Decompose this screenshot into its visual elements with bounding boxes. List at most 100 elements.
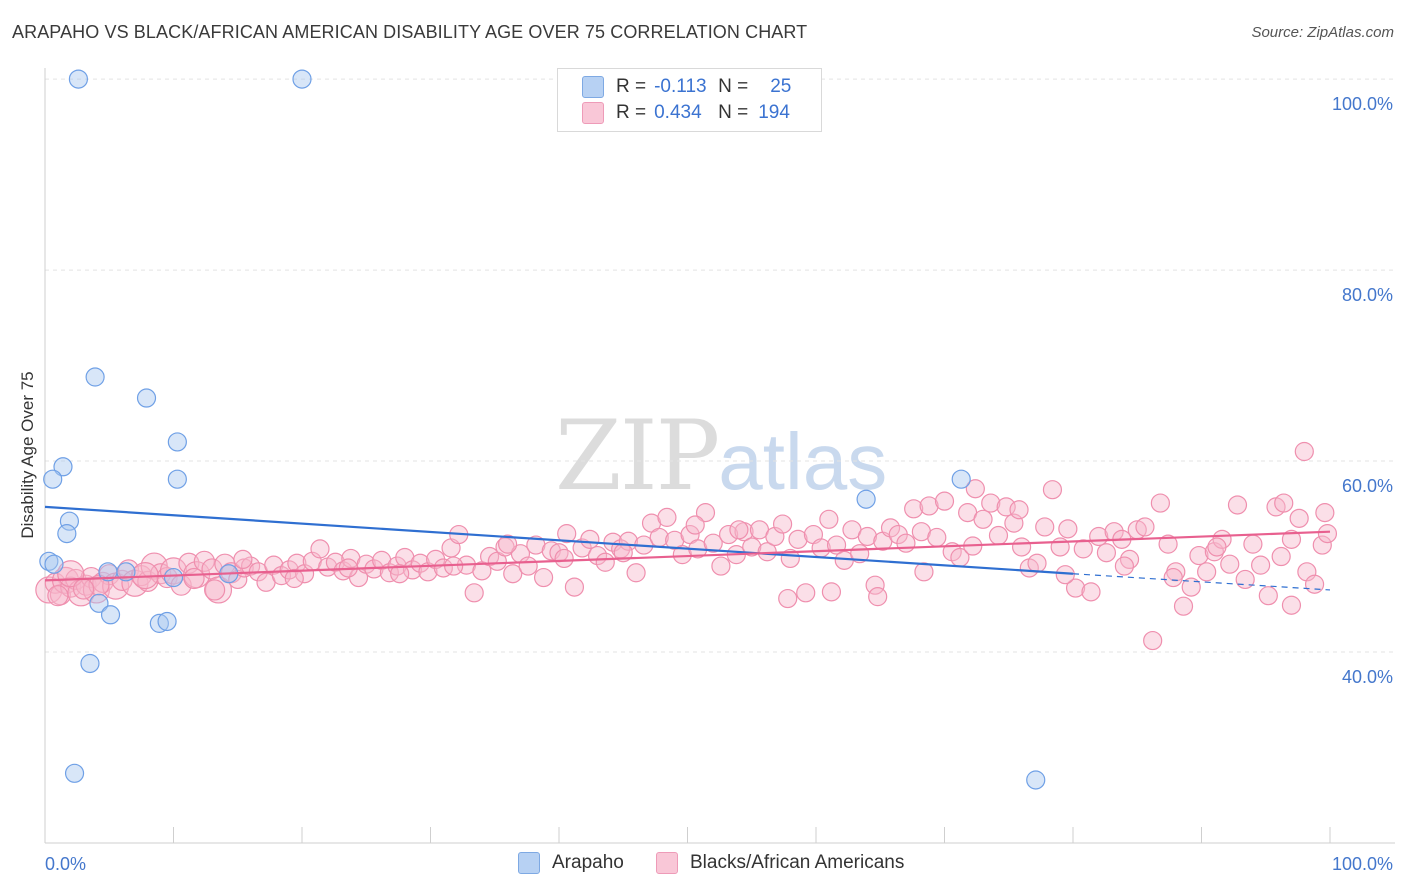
series-legend-label: Arapaho — [552, 852, 624, 873]
blacks-point — [973, 509, 993, 529]
blacks-point — [685, 515, 705, 535]
blacks-point — [264, 555, 284, 575]
series-swatch-arapaho — [518, 852, 540, 874]
legend-swatch-arapaho — [582, 76, 604, 98]
series-legend-blacks: Blacks/African Americans — [656, 852, 904, 874]
blacks-point — [927, 527, 947, 548]
legend-n-label: N = — [718, 76, 749, 97]
blacks-point — [904, 499, 924, 519]
legend-row-blacks: R = 0.434 N = 194 — [582, 101, 790, 125]
blacks-point — [159, 557, 188, 585]
blacks-point — [934, 491, 955, 511]
arapaho-point — [1026, 770, 1046, 790]
blacks-point — [1294, 441, 1314, 462]
blacks-point — [1055, 565, 1075, 585]
blacks-point — [1220, 554, 1240, 574]
y-tick-label: 80.0% — [1342, 285, 1393, 305]
blacks-point — [287, 553, 307, 573]
blacks-point — [1058, 519, 1078, 539]
blacks-point — [580, 529, 600, 549]
blacks-point — [778, 588, 798, 609]
arapaho-point — [39, 551, 59, 571]
arapaho-point — [136, 388, 157, 408]
watermark-atlas: atlas — [718, 417, 888, 506]
arapaho-point — [64, 763, 85, 783]
blacks-point — [1163, 567, 1183, 588]
arapaho-point — [163, 567, 184, 588]
blacks-point — [204, 576, 233, 604]
blacks-point — [1197, 562, 1217, 582]
series-legend: Arapaho Blacks/African Americans — [0, 852, 1406, 878]
arapaho-point — [951, 469, 971, 489]
blacks-point — [857, 526, 878, 547]
blacks-point — [498, 534, 518, 554]
arapaho-point — [68, 69, 89, 89]
blacks-point — [1150, 493, 1170, 513]
correlation-legend: R = -0.113 N = 25 R = 0.434 N = 194 — [557, 68, 822, 132]
blacks-point — [204, 579, 226, 601]
blacks-point — [1315, 503, 1335, 523]
legend-n-value: 25 — [770, 76, 792, 97]
blacks-point — [868, 587, 888, 607]
blacks-point — [1304, 574, 1325, 594]
blacks-point — [711, 556, 731, 576]
blacks-point — [35, 576, 63, 604]
legend-r-value: 0.434 — [654, 102, 702, 123]
blacks-point — [183, 567, 205, 590]
arapaho-point — [149, 613, 169, 633]
blacks-point — [284, 568, 304, 589]
blacks-point — [1312, 535, 1332, 555]
blacks-point — [1271, 546, 1291, 567]
blacks-point — [1227, 495, 1248, 515]
blacks-point — [796, 583, 816, 603]
x-tick-label: 0.0% — [45, 854, 86, 874]
blacks-point — [657, 507, 677, 527]
legend-r-label: R = — [616, 76, 647, 97]
arapaho-point — [167, 432, 187, 452]
arapaho-trend-line — [44, 505, 1074, 575]
blacks-point — [1274, 493, 1294, 513]
arapaho-point — [85, 367, 105, 387]
blacks-point — [819, 509, 839, 529]
blacks-point — [503, 564, 523, 584]
blacks-point — [780, 548, 800, 569]
blacks-point — [1251, 555, 1271, 575]
legend-r-label: R = — [616, 102, 647, 123]
blacks-point — [518, 556, 538, 576]
series-swatch-blacks — [656, 852, 678, 874]
arapaho-point — [57, 524, 77, 544]
blacks-point — [1189, 545, 1209, 566]
arapaho-point — [100, 605, 121, 625]
blacks-point — [1317, 524, 1338, 544]
blacks-point — [533, 567, 554, 588]
chart-title: ARAPAHO VS BLACK/AFRICAN AMERICAN DISABI… — [12, 22, 808, 42]
blacks-point — [464, 583, 484, 603]
x-tick-label: 100.0% — [1332, 854, 1393, 874]
blacks-point — [914, 562, 934, 582]
y-tick-label: 100.0% — [1332, 94, 1393, 114]
source-label: Source: ZipAtlas.com — [1251, 24, 1394, 41]
blacks-point — [1081, 582, 1101, 602]
blacks-point — [695, 503, 716, 523]
blacks-point — [1281, 529, 1302, 549]
blacks-point — [564, 577, 585, 597]
blacks-point — [1042, 480, 1063, 500]
blacks-point — [595, 552, 615, 572]
legend-row-arapaho: R = -0.113 N = 25 — [582, 75, 791, 99]
blacks-point — [772, 514, 793, 534]
blacks-point — [554, 548, 574, 569]
blacks-point — [1258, 586, 1278, 606]
series-legend-label: Blacks/African Americans — [690, 852, 905, 873]
blacks-point — [1173, 596, 1194, 616]
blacks-point — [241, 556, 261, 576]
blacks-point — [193, 550, 215, 572]
blacks-point — [310, 539, 330, 559]
blacks-point — [919, 496, 939, 516]
blacks-point — [1289, 508, 1309, 528]
watermark: ZIPatlas — [555, 400, 887, 512]
blacks-point — [1181, 577, 1201, 597]
blacks-point — [1011, 537, 1032, 557]
y-tick-label: 60.0% — [1342, 476, 1393, 496]
watermark-zip: ZIP — [555, 400, 720, 512]
